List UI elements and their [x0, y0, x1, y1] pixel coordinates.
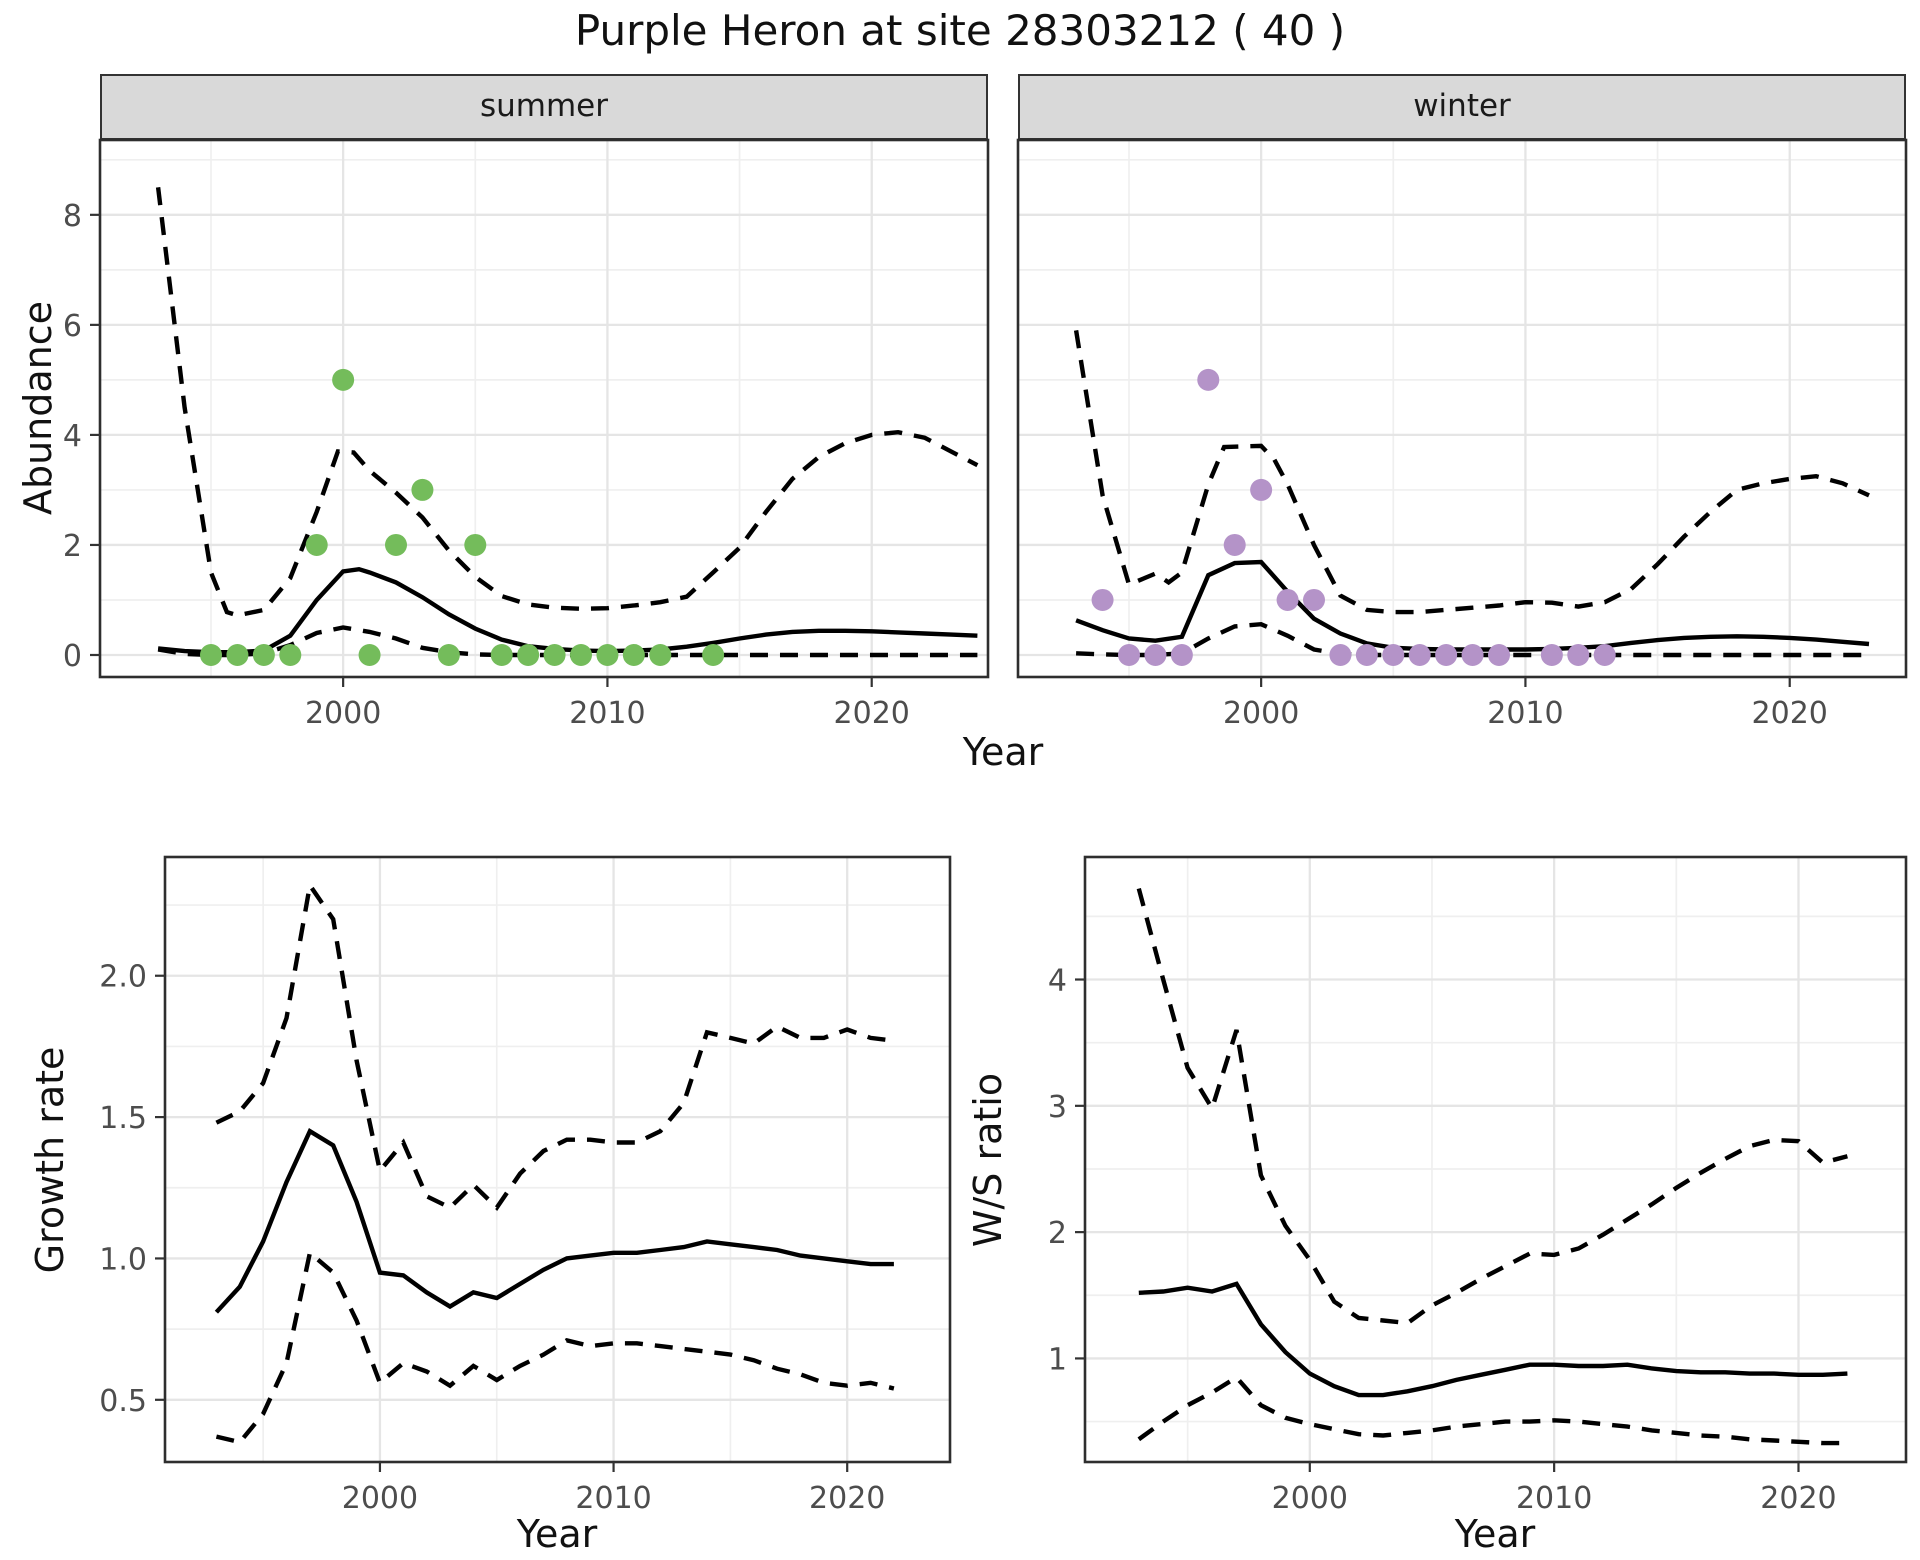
- x-tick-label: 2010: [1516, 1481, 1592, 1516]
- y-tick-label: 8: [63, 199, 82, 234]
- series-mean: [1138, 1281, 1848, 1398]
- x-tick-label: 2000: [305, 696, 381, 731]
- series-mean: [157, 566, 978, 655]
- x-tick-label: 2000: [1272, 1481, 1348, 1516]
- observation-point: [226, 643, 249, 666]
- panel-border: [98, 138, 990, 679]
- observation-point: [332, 368, 355, 391]
- observation-point: [279, 643, 302, 666]
- observation-point: [1355, 643, 1378, 666]
- observation-point: [490, 643, 513, 666]
- observation-point: [358, 643, 381, 666]
- observation-point: [1276, 588, 1299, 611]
- y-axis-title-growth-rate: Growth rate: [28, 1046, 72, 1274]
- panel-ws-ratio: 2000 2010 2020 1 2 3 4: [1048, 855, 1908, 1516]
- observation-point: [1593, 643, 1616, 666]
- y-axis-title-abundance: Abundance: [16, 300, 60, 516]
- x-tick-label: 2010: [569, 696, 645, 731]
- observation-point: [570, 643, 592, 666]
- observation-point: [1170, 643, 1193, 666]
- observation-point: [437, 643, 460, 666]
- x-tick-label: 2010: [575, 1481, 651, 1516]
- x-axis-title-year-top: Year: [962, 730, 1044, 774]
- panel-border: [163, 855, 952, 1464]
- y-tick-label: 1: [1048, 1342, 1067, 1377]
- series-upper_95ci: [1136, 888, 1848, 1326]
- series-mean: [214, 1128, 894, 1314]
- facet-strip-winter-label: winter: [1413, 88, 1511, 124]
- y-tick-label: 2: [1048, 1216, 1067, 1251]
- observation-point: [1435, 643, 1458, 666]
- y-tick-label: 2: [63, 529, 82, 564]
- panel-summer-abundance: 2000 2010 2020 0 2 4 6 8: [63, 138, 990, 731]
- series-upper_95ci: [155, 187, 979, 618]
- series-upper_95ci: [1073, 330, 1870, 615]
- observation-point: [1197, 368, 1220, 391]
- y-tick-label: 2.0: [99, 960, 147, 995]
- x-tick-label: 2000: [342, 1481, 418, 1516]
- observation-point: [1118, 643, 1140, 666]
- x-axis-title-year-bottom-right: Year: [1454, 1512, 1536, 1556]
- observation-point: [622, 643, 645, 666]
- panel-growth-rate: 2000 2010 2020 0.5 1.0 1.5 2.0: [99, 855, 952, 1516]
- observation-point: [411, 478, 434, 501]
- observation-point: [1488, 643, 1510, 666]
- observation-point: [464, 533, 487, 556]
- y-axis-title-ws-ratio: W/S ratio: [966, 1072, 1010, 1248]
- x-axis-title-year-bottom-left: Year: [516, 1512, 598, 1556]
- observation-point: [385, 533, 407, 556]
- x-tick-label: 2020: [1752, 696, 1828, 731]
- observation-point: [1144, 643, 1167, 666]
- x-tick-label: 2020: [809, 1481, 885, 1516]
- observation-point: [1461, 643, 1484, 666]
- facet-strip-summer: summer: [100, 74, 988, 140]
- plot-title: Purple Heron at site 28303212 ( 40 ): [574, 6, 1346, 55]
- panel-border: [1083, 855, 1908, 1464]
- observation-point: [517, 643, 540, 666]
- observation-point: [1091, 588, 1114, 611]
- observation-point: [543, 643, 566, 666]
- series-upper_95ci: [215, 879, 895, 1211]
- y-tick-label: 4: [1048, 964, 1067, 999]
- observation-point: [1223, 533, 1246, 556]
- x-tick-label: 2000: [1223, 696, 1299, 731]
- observation-point: [596, 643, 619, 666]
- observation-point: [252, 643, 275, 666]
- x-tick-label: 2020: [1760, 1481, 1836, 1516]
- y-tick-label: 1.5: [99, 1101, 147, 1136]
- observation-point: [1408, 643, 1431, 666]
- observation-point: [1303, 588, 1325, 611]
- observation-point: [200, 643, 222, 666]
- y-tick-label: 3: [1048, 1090, 1067, 1125]
- observation-point: [702, 643, 725, 666]
- observation-point: [1540, 643, 1563, 666]
- facet-strip-winter: winter: [1018, 74, 1906, 140]
- observation-point: [1250, 478, 1273, 501]
- y-tick-label: 0.5: [99, 1384, 147, 1419]
- y-tick-label: 6: [63, 309, 82, 344]
- observation-point: [305, 533, 328, 556]
- x-tick-label: 2010: [1487, 696, 1563, 731]
- x-tick-label: 2020: [834, 696, 910, 731]
- series-lower_95ci: [1076, 621, 1869, 658]
- y-tick-label: 0: [63, 639, 82, 674]
- observation-point: [649, 643, 672, 666]
- y-tick-label: 4: [63, 419, 82, 454]
- observation-point: [1382, 643, 1405, 666]
- observation-point: [1329, 643, 1352, 666]
- panel-winter-abundance: 2000 2010 2020: [1016, 138, 1908, 731]
- series-lower_95ci: [215, 1248, 895, 1445]
- observation-point: [1567, 643, 1590, 666]
- facet-strip-summer-label: summer: [479, 88, 608, 124]
- y-tick-label: 1.0: [99, 1242, 147, 1277]
- series-lower_95ci: [1137, 1374, 1848, 1446]
- panel-border: [1016, 138, 1908, 679]
